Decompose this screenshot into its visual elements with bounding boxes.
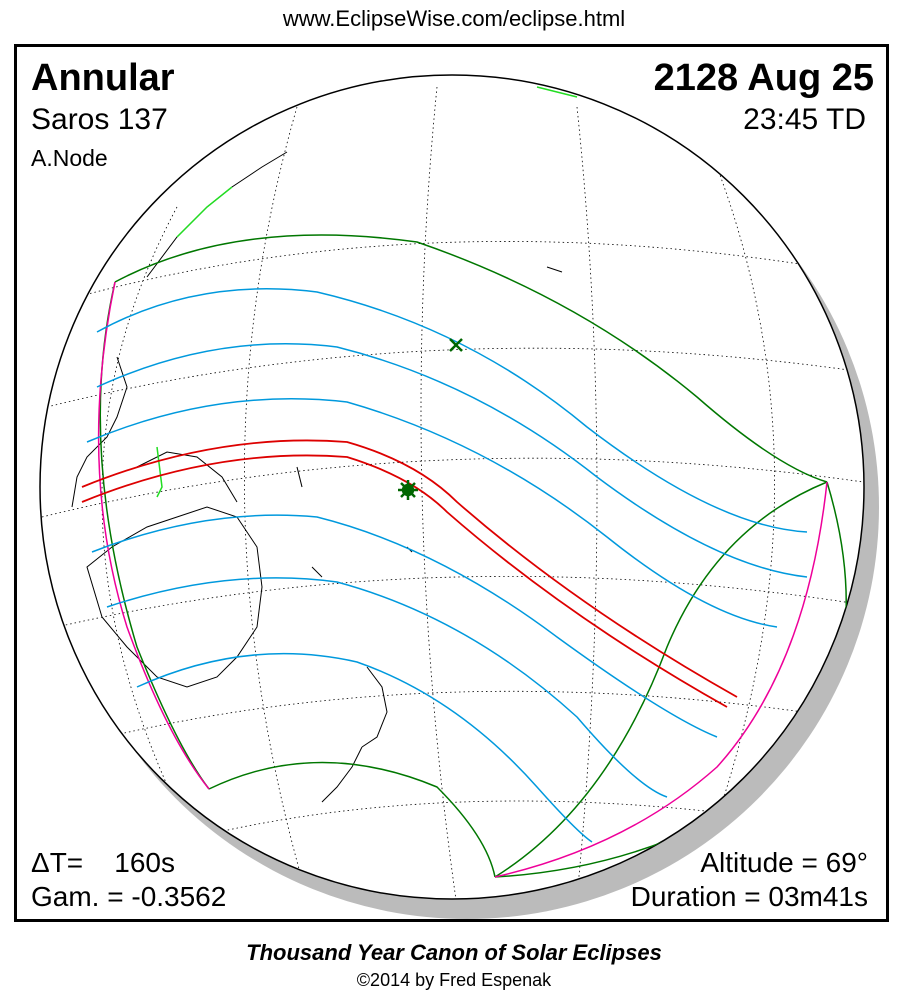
gamma-value: Gam. = -0.3562 bbox=[31, 881, 227, 912]
eclipse-date: 2128 Aug 25 bbox=[653, 57, 874, 99]
source-url: www.EclipseWise.com/eclipse.html bbox=[282, 6, 626, 31]
duration-value: Duration = 03m41s bbox=[630, 881, 868, 912]
eclipse-limits bbox=[99, 234, 847, 878]
rise-set-curves bbox=[97, 281, 828, 878]
eclipse-map-frame: Annular Saros 137 A.Node 2128 Aug 25 23:… bbox=[14, 44, 889, 922]
altitude-value: Altitude = 69° bbox=[700, 847, 868, 878]
x-marker-icon bbox=[449, 338, 463, 352]
eclipse-type: Annular bbox=[31, 57, 175, 99]
saros-number: Saros 137 bbox=[31, 103, 168, 136]
node-label: A.Node bbox=[31, 145, 108, 171]
globe-disc bbox=[39, 74, 865, 900]
copyright: ©2014 by Fred Espenak bbox=[356, 970, 552, 990]
globe-map bbox=[39, 74, 879, 919]
delta-t: ΔT= 160s bbox=[31, 847, 175, 878]
canon-title: Thousand Year Canon of Solar Eclipses bbox=[246, 940, 662, 965]
star-marker-icon bbox=[398, 480, 418, 500]
eclipse-time: 23:45 TD bbox=[743, 103, 866, 136]
